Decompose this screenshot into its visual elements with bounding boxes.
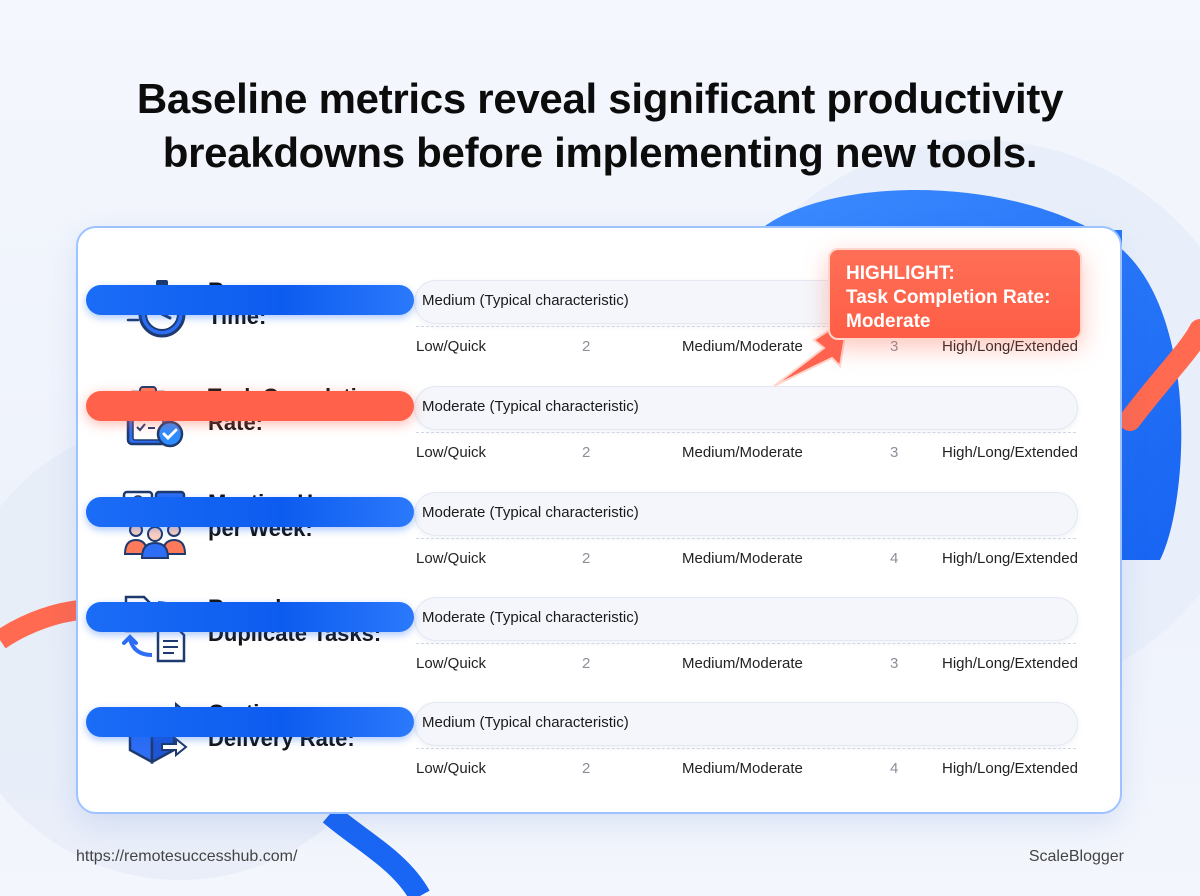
tick-label: Low/Quick: [416, 655, 487, 672]
tick-label: 3: [890, 338, 899, 355]
callout-line-1: HIGHLIGHT:: [846, 263, 955, 284]
scale-line: [416, 748, 1076, 749]
tick-label: 2: [582, 338, 591, 355]
scale-line: [416, 538, 1076, 539]
scale-line: [416, 432, 1076, 433]
tick-label: Medium/Moderate: [682, 550, 803, 567]
tick-label: Low/Quick: [416, 550, 487, 567]
tick-label: Medium/Moderate: [682, 338, 803, 355]
bar-track: [414, 492, 1078, 536]
tick-label: 3: [890, 444, 899, 461]
bar-fill: [86, 497, 414, 527]
bar-value-label: Medium (Typical characteristic): [422, 292, 629, 309]
tick-label: Medium/Moderate: [682, 444, 803, 461]
tick-label: High/Long/Extended: [942, 550, 1078, 567]
callout-line-2: Task Completion Rate:: [846, 287, 1051, 308]
bar-track: [414, 597, 1078, 641]
footer-brand: ScaleBlogger: [1028, 848, 1124, 865]
tick-label: High/Long/Extended: [942, 760, 1078, 777]
bar-track: [414, 702, 1078, 746]
tick-label: Medium/Moderate: [682, 655, 803, 672]
tick-label: 2: [582, 444, 591, 461]
tick-label: Low/Quick: [416, 338, 487, 355]
tick-label: 4: [890, 550, 899, 567]
metric-row-rework: Rework or Duplicate Tasks: Moderate (Typ…: [78, 595, 1124, 695]
bar-value-label: Moderate (Typical characteristic): [422, 398, 639, 415]
tick-label: 2: [582, 760, 591, 777]
tick-label: Medium/Moderate: [682, 760, 803, 777]
tick-label: 4: [890, 760, 899, 777]
metric-row-task-completion: Task Completion Rate: Moderate (Typical …: [78, 384, 1124, 484]
footer-url: https://remotesuccesshub.com/: [76, 848, 298, 865]
callout-text: HIGHLIGHT: Task Completion Rate: Moderat…: [846, 262, 1050, 334]
scale-line: [416, 326, 1076, 327]
tick-label: 3: [890, 655, 899, 672]
title-line-1: Baseline metrics reveal significant prod…: [136, 75, 1064, 122]
bar-fill: [86, 707, 414, 737]
tick-label: Low/Quick: [416, 760, 487, 777]
page-title: Baseline metrics reveal significant prod…: [0, 72, 1200, 180]
tick-label: High/Long/Extended: [942, 655, 1078, 672]
title-line-2: breakdowns before implementing new tools…: [162, 129, 1038, 176]
bar-value-label: Moderate (Typical characteristic): [422, 609, 639, 626]
metric-row-meeting-hours: Meeting Hours per Week: Moderate (Typica…: [78, 490, 1124, 590]
tick-label: High/Long/Extended: [942, 338, 1078, 355]
bar-track: [414, 386, 1078, 430]
bar-fill-highlighted: [86, 391, 414, 421]
tick-label: 2: [582, 550, 591, 567]
metric-row-on-time-delivery: On-time Delivery Rate: Medium (Typical c…: [78, 700, 1124, 800]
bar-value-label: Medium (Typical characteristic): [422, 714, 629, 731]
tick-label: 2: [582, 655, 591, 672]
tick-label: Low/Quick: [416, 444, 487, 461]
scale-line: [416, 643, 1076, 644]
callout-line-3: Moderate: [846, 311, 931, 332]
bar-fill: [86, 285, 414, 315]
bar-value-label: Moderate (Typical characteristic): [422, 504, 639, 521]
tick-label: High/Long/Extended: [942, 444, 1078, 461]
highlight-callout: HIGHLIGHT: Task Completion Rate: Moderat…: [828, 248, 1082, 340]
bar-fill: [86, 602, 414, 632]
